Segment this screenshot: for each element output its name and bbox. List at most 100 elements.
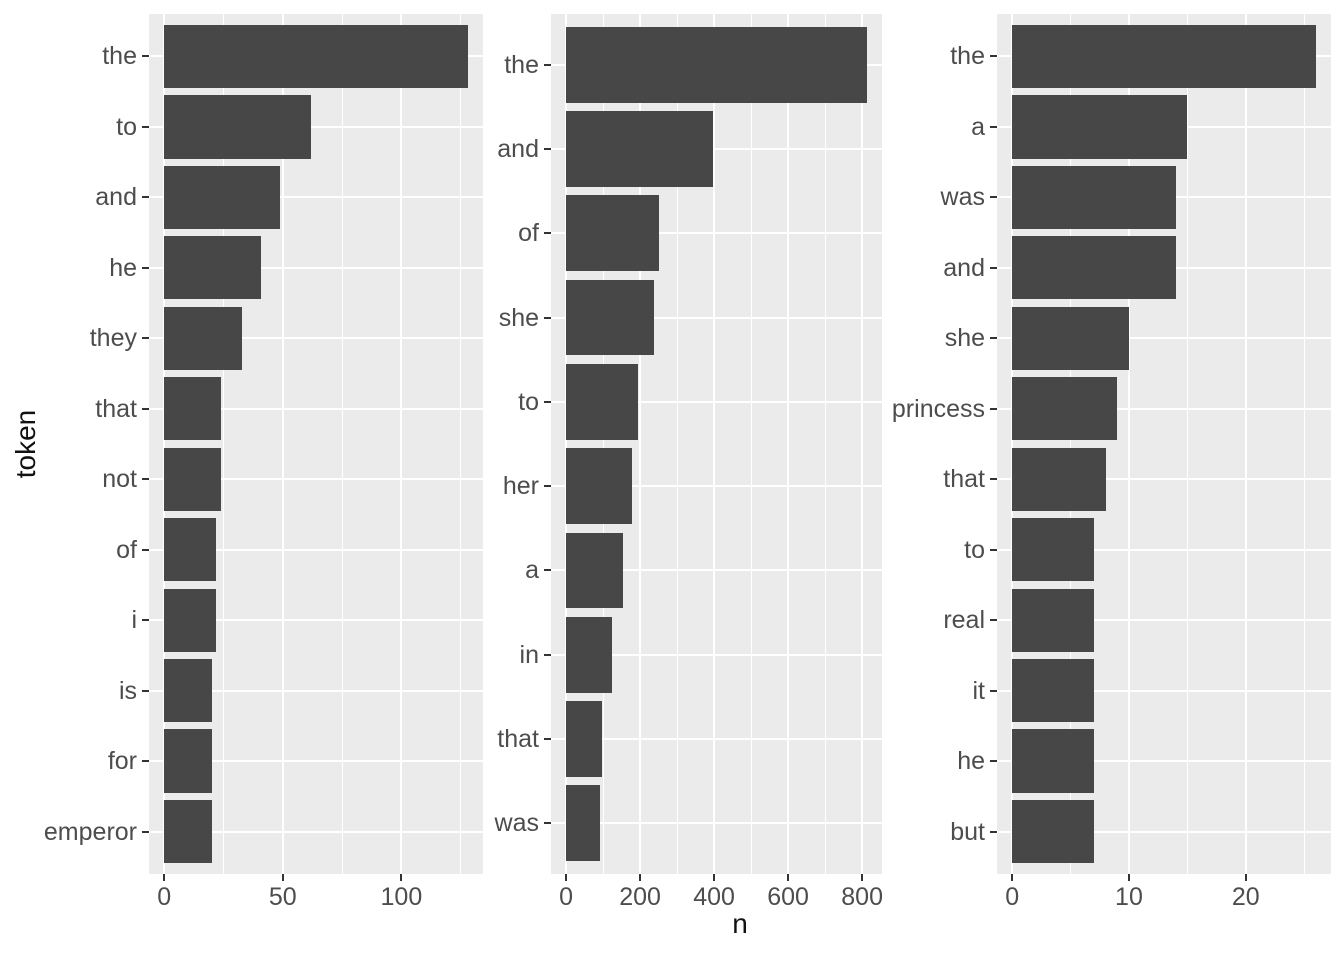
bar-that (1012, 447, 1106, 511)
x-tick-mark (1244, 874, 1247, 881)
y-tick-label: to (518, 387, 539, 416)
gridline-category (149, 689, 483, 692)
x-tick-mark (787, 874, 790, 881)
y-tick-label: not (102, 465, 137, 494)
x-tick-mark (1011, 874, 1014, 881)
gridline-category (149, 407, 483, 410)
y-tick-mark (544, 822, 551, 825)
gridline-category (551, 738, 882, 741)
bar-the (164, 24, 468, 88)
gridline-minor (602, 14, 604, 874)
gridline-category (149, 266, 483, 269)
bar-her (566, 448, 632, 525)
x-tick-label: 400 (693, 883, 735, 911)
y-tick-label: and (943, 253, 985, 282)
gridline-minor (460, 14, 462, 874)
bar-emperor (164, 799, 212, 864)
x-tick-mark (565, 874, 568, 881)
y-tick-label: to (116, 112, 137, 141)
gridline-major (163, 14, 166, 874)
gridline-category (997, 689, 1331, 692)
y-tick-mark (142, 337, 149, 340)
gridline-minor (1303, 14, 1305, 874)
y-tick-label: is (118, 676, 137, 705)
y-tick-label: of (116, 535, 137, 564)
y-tick-label: but (950, 817, 985, 846)
bar-that (566, 701, 602, 778)
y-tick-label: that (497, 725, 539, 754)
y-tick-label: princess (891, 394, 985, 423)
gridline-category (551, 485, 882, 488)
y-tick-mark (990, 125, 997, 128)
bar-the (1012, 24, 1316, 88)
x-tick-label: 20 (1231, 883, 1260, 911)
gridline-category (997, 760, 1331, 763)
y-tick-mark (544, 400, 551, 403)
y-tick-mark (544, 147, 551, 150)
plot-panel-1 (149, 14, 483, 874)
y-tick-mark (142, 266, 149, 269)
gridline-category (149, 478, 483, 481)
y-tick-mark (142, 548, 149, 551)
y-tick-mark (990, 55, 997, 58)
bar-a (1012, 95, 1188, 159)
gridline-category (997, 830, 1331, 833)
bar-that (164, 377, 222, 441)
y-tick-mark (990, 407, 997, 410)
gridline-category (551, 316, 882, 319)
bar-is (164, 659, 212, 723)
y-tick-label: he (957, 747, 985, 776)
bar-she (566, 279, 655, 356)
gridline-minor (341, 14, 343, 874)
gridline-minor (222, 14, 224, 874)
gridline-major (639, 14, 642, 874)
gridline-minor (750, 14, 752, 874)
x-tick-label: 0 (559, 883, 573, 911)
y-tick-mark (990, 337, 997, 340)
x-tick-label: 600 (767, 883, 809, 911)
bar-to (566, 363, 639, 440)
gridline-major (1011, 14, 1014, 874)
y-tick-label: was (494, 809, 539, 838)
y-tick-label: of (518, 219, 539, 248)
gridline-category (551, 147, 882, 150)
gridline-major (787, 14, 790, 874)
bar-the (566, 26, 867, 103)
gridline-category (551, 569, 882, 572)
y-tick-mark (142, 407, 149, 410)
bar-was (566, 785, 601, 862)
y-tick-label: a (971, 112, 985, 141)
bar-was (1012, 165, 1176, 229)
gridline-category (149, 548, 483, 551)
y-tick-label: the (950, 42, 985, 71)
bar-it (1012, 659, 1094, 723)
gridline-category (149, 760, 483, 763)
y-tick-label: to (964, 535, 985, 564)
x-tick-label: 10 (1115, 883, 1143, 911)
y-tick-label: and (95, 183, 137, 212)
gridline-category (997, 478, 1331, 481)
bar-she (1012, 306, 1129, 370)
y-tick-mark (990, 760, 997, 763)
bar-of (164, 518, 217, 582)
bar-to (164, 95, 312, 159)
x-tick-label: 200 (619, 883, 661, 911)
y-tick-mark (544, 316, 551, 319)
y-tick-label: was (940, 183, 985, 212)
y-tick-mark (990, 619, 997, 622)
y-tick-mark (142, 55, 149, 58)
y-tick-mark (544, 738, 551, 741)
gridline-minor (1186, 14, 1188, 874)
bar-to (1012, 518, 1094, 582)
y-tick-label: the (504, 50, 539, 79)
gridline-major (1244, 14, 1247, 874)
y-tick-label: and (497, 134, 539, 163)
y-tick-mark (990, 689, 997, 692)
y-tick-label: he (109, 253, 137, 282)
y-tick-mark (544, 232, 551, 235)
bar-not (164, 447, 222, 511)
gridline-category (997, 619, 1331, 622)
gridline-minor (1070, 14, 1072, 874)
x-tick-mark (639, 874, 642, 881)
y-tick-mark (142, 196, 149, 199)
